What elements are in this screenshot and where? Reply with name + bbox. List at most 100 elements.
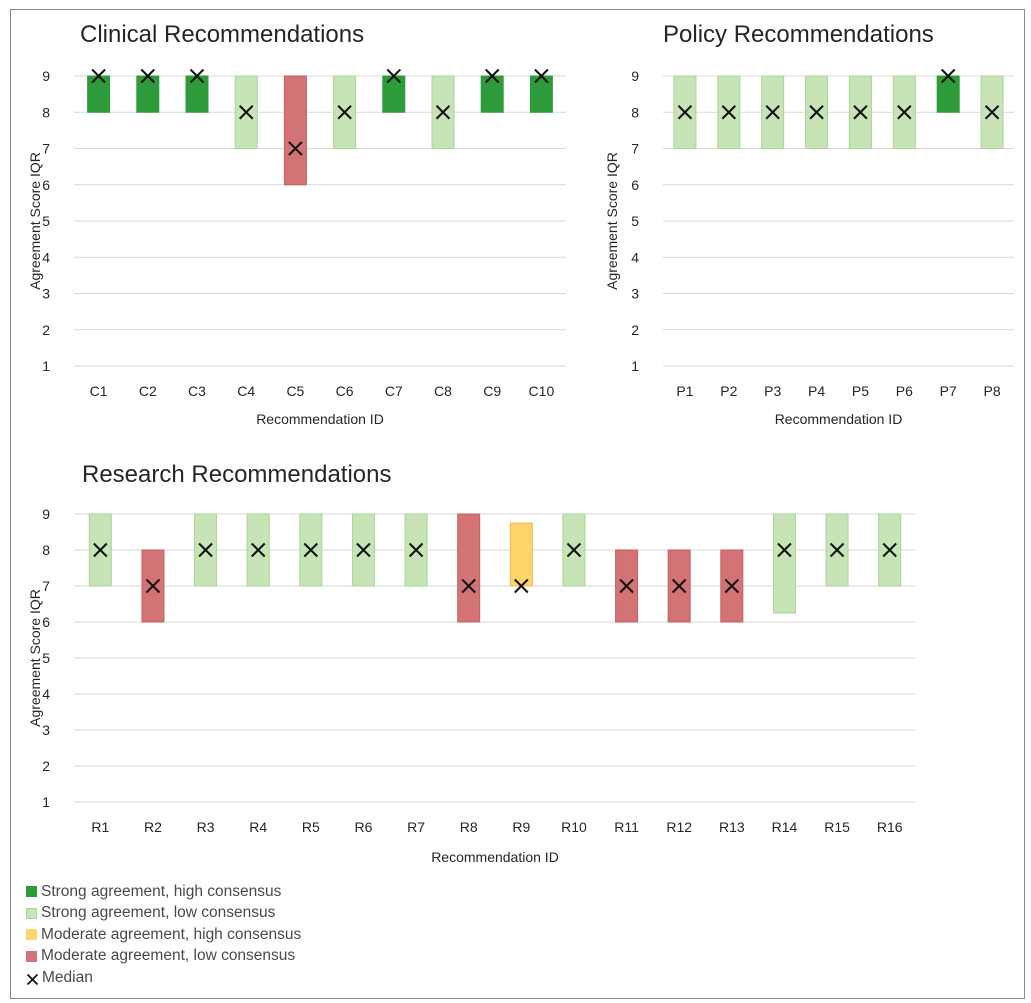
median-marker-r3: [198, 542, 213, 558]
median-stroke: [408, 542, 424, 558]
x-tick-label: C1: [90, 383, 108, 399]
median-stroke: [356, 542, 371, 558]
chart-policy: Policy Recommendations 1 2 3 4 5 6 7 8 9 Agreement…: [604, 21, 1014, 427]
x-tick-label: R3: [197, 819, 215, 835]
median-stroke: [829, 542, 845, 558]
median-stroke: [882, 542, 897, 558]
x-axis-label: Recommendation ID: [431, 849, 559, 865]
y-tick-label: 5: [42, 213, 50, 229]
median-marker-c5: [288, 141, 303, 156]
median-marker-c10: [534, 68, 549, 84]
median-stroke: [145, 578, 161, 594]
median-marker-r4: [250, 542, 266, 558]
y-tick-label: 7: [631, 141, 639, 157]
median-stroke: [619, 578, 634, 594]
median-marker-r16: [882, 542, 897, 558]
legend-swatch-moderate-high: [26, 929, 37, 941]
x-tick-label: P5: [852, 383, 869, 399]
median-stroke: [435, 105, 451, 120]
median-stroke: [91, 68, 106, 84]
legend-item-moderate-high: Moderate agreement, high consensus: [26, 924, 301, 946]
chart-title: Clinical Recommendations: [80, 21, 364, 48]
y-tick-label: 3: [631, 286, 639, 302]
median-stroke: [337, 105, 352, 120]
median-marker-c9: [484, 68, 500, 84]
median-stroke: [853, 105, 868, 120]
x-tick-label: R6: [354, 819, 372, 835]
median-marker-p5: [853, 105, 868, 120]
y-tick-label: 6: [42, 614, 50, 630]
legend-swatch-strong-high: [26, 886, 37, 898]
x-tick-label: P3: [764, 383, 781, 399]
iqr-bar-c1: [87, 75, 111, 113]
median-marker-p6: [897, 105, 912, 120]
median-stroke: [189, 68, 205, 84]
legend-item-strong-low: Strong agreement, low consensus: [26, 903, 301, 925]
iqr-bar-c2: [136, 75, 160, 113]
x-tick-label: C10: [529, 383, 555, 399]
median-stroke: [566, 542, 582, 558]
median-marker-r8: [461, 578, 476, 594]
y-tick-label: 4: [42, 686, 50, 702]
median-stroke: [303, 542, 319, 558]
y-tick-label: 3: [42, 286, 50, 302]
median-marker-p7: [940, 68, 956, 84]
iqr-bar-r14: [772, 513, 796, 614]
y-tick-label: 8: [42, 542, 50, 558]
figure-frame: [10, 9, 1025, 999]
median-marker-c2: [140, 68, 156, 84]
legend-label: Median: [42, 968, 93, 986]
median-stroke: [984, 105, 1000, 120]
median-marker-r15: [829, 542, 845, 558]
median-marker-c7: [386, 68, 402, 84]
iqr-bar-c3: [185, 75, 209, 113]
legend: Strong agreement, high consensus Strong …: [26, 881, 301, 989]
legend-item-moderate-low: Moderate agreement, low consensus: [26, 946, 301, 968]
median-stroke: [238, 105, 254, 120]
median-marker-r10: [566, 542, 582, 558]
median-marker-r9: [514, 578, 529, 594]
median-marker-r12: [671, 578, 687, 594]
median-stroke: [677, 105, 693, 120]
median-marker-c8: [435, 105, 451, 120]
x-tick-label: C3: [188, 383, 206, 399]
y-tick-label: 9: [42, 506, 50, 522]
x-tick-label: R12: [666, 819, 692, 835]
median-marker-r7: [408, 542, 424, 558]
median-marker-c6: [337, 105, 352, 120]
y-tick-label: 8: [42, 104, 50, 120]
legend-item-strong-high: Strong agreement, high consensus: [26, 881, 301, 903]
y-tick-label: 2: [42, 758, 50, 774]
median-marker-r5: [303, 542, 319, 558]
median-marker-p1: [677, 105, 693, 120]
x-tick-label: R14: [772, 819, 798, 835]
median-stroke: [198, 542, 213, 558]
chart-title: Policy Recommendations: [663, 21, 934, 48]
x-tick-label: C6: [336, 383, 354, 399]
y-tick-label: 6: [42, 177, 50, 193]
median-stroke: [484, 68, 500, 84]
median-marker-r6: [356, 542, 371, 558]
y-axis-label: Agreement Score IQR: [604, 152, 620, 290]
iqr-bar-c7: [382, 75, 406, 113]
y-tick-label: 2: [631, 322, 639, 338]
y-tick-label: 5: [631, 213, 639, 229]
chart-title: Research Recommendations: [82, 461, 391, 488]
median-stroke: [777, 542, 792, 558]
x-tick-label: P6: [896, 383, 913, 399]
y-tick-label: 4: [631, 249, 639, 265]
median-marker-r14: [777, 542, 792, 558]
x-tick-label: R8: [460, 819, 478, 835]
y-tick-label: 8: [631, 104, 639, 120]
median-stroke: [386, 68, 402, 84]
legend-item-median: Median: [26, 967, 301, 989]
median-stroke: [461, 578, 476, 594]
x-tick-label: C9: [483, 383, 501, 399]
x-tick-label: R7: [407, 819, 425, 835]
y-tick-label: 1: [42, 794, 50, 810]
x-tick-label: R10: [561, 819, 587, 835]
x-tick-label: P8: [984, 383, 1001, 399]
x-tick-label: R16: [877, 819, 903, 835]
median-stroke: [809, 105, 824, 120]
median-marker-r13: [724, 578, 740, 594]
